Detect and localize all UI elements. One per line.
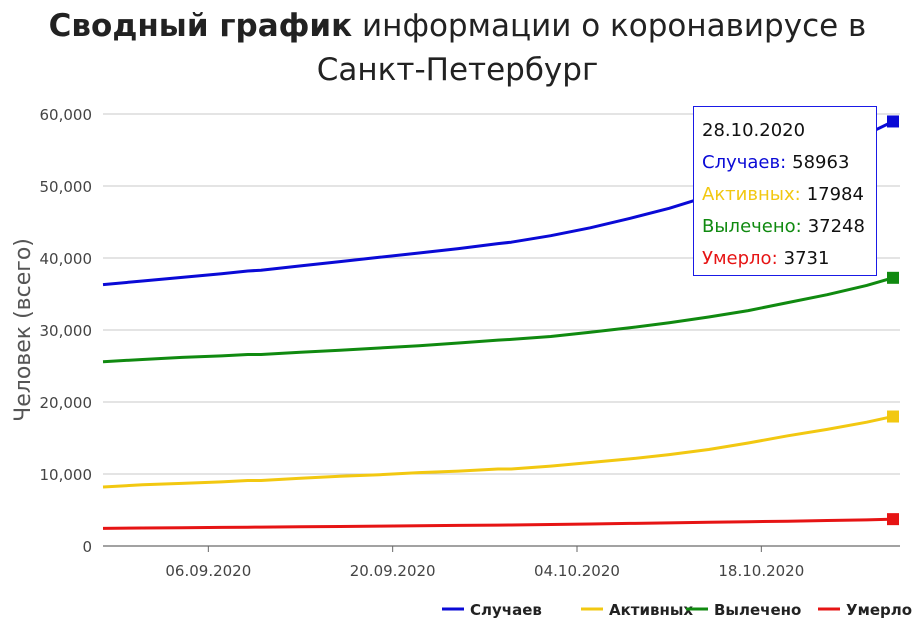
tooltip-label-cases: Случаев: [702, 152, 787, 173]
tooltip-label-recovered: Вылечено: [702, 216, 802, 237]
series-endpoint-deaths [887, 513, 899, 526]
series-endpoint-cases [887, 115, 899, 128]
x-tick-label: 06.09.2020 [165, 562, 251, 580]
tooltip-row-active: Активных: 17984 [702, 183, 876, 215]
tooltip-value-deaths: 3731 [783, 248, 830, 269]
y-tick-label: 30,000 [40, 322, 93, 340]
y-tick-label: 40,000 [40, 250, 93, 268]
y-tick-label: 20,000 [40, 394, 93, 412]
tooltip-value-cases: 58963 [792, 152, 850, 173]
tooltip-label-deaths: Умерло: [702, 248, 778, 269]
tooltip-value-active: 17984 [806, 184, 864, 205]
legend-label-cases: Случаев [470, 601, 542, 619]
tooltip-row-deaths: Умерло: 3731 [702, 247, 876, 279]
x-tick-label: 20.09.2020 [350, 562, 436, 580]
series-line-recovered [102, 276, 894, 364]
legend-label-recovered: Вылечено [714, 601, 801, 619]
series-line-active [102, 415, 894, 489]
chart-title-bold: Сводный график [48, 8, 353, 44]
y-tick-label: 10,000 [40, 466, 93, 484]
legend-label-deaths: Умерло [846, 601, 912, 619]
chart-title: Сводный график информации о коронавирусе… [0, 4, 915, 92]
x-tick-label: 18.10.2020 [718, 562, 804, 580]
series-line-deaths [102, 517, 894, 530]
tooltip-row-cases: Случаев: 58963 [702, 151, 876, 183]
chart-tooltip: 28.10.2020 Случаев: 58963 Активных: 17984 … [693, 106, 877, 276]
tooltip-value-recovered: 37248 [807, 216, 865, 237]
chart-title-rest: информации о коронавирусе в Санкт-Петерб… [316, 8, 867, 88]
series-endpoint-active [887, 410, 899, 423]
tooltip-date: 28.10.2020 [702, 120, 806, 141]
series-endpoint-recovered [887, 271, 899, 284]
legend-label-active: Активных [609, 601, 693, 619]
y-tick-label: 50,000 [40, 178, 93, 196]
tooltip-label-active: Активных: [702, 184, 801, 205]
tooltip-row-recovered: Вылечено: 37248 [702, 215, 876, 247]
x-tick-label: 04.10.2020 [534, 562, 620, 580]
y-tick-label: 60,000 [40, 106, 93, 124]
y-axis-label: Человек (всего) [11, 238, 36, 422]
y-tick-label: 0 [82, 538, 92, 556]
